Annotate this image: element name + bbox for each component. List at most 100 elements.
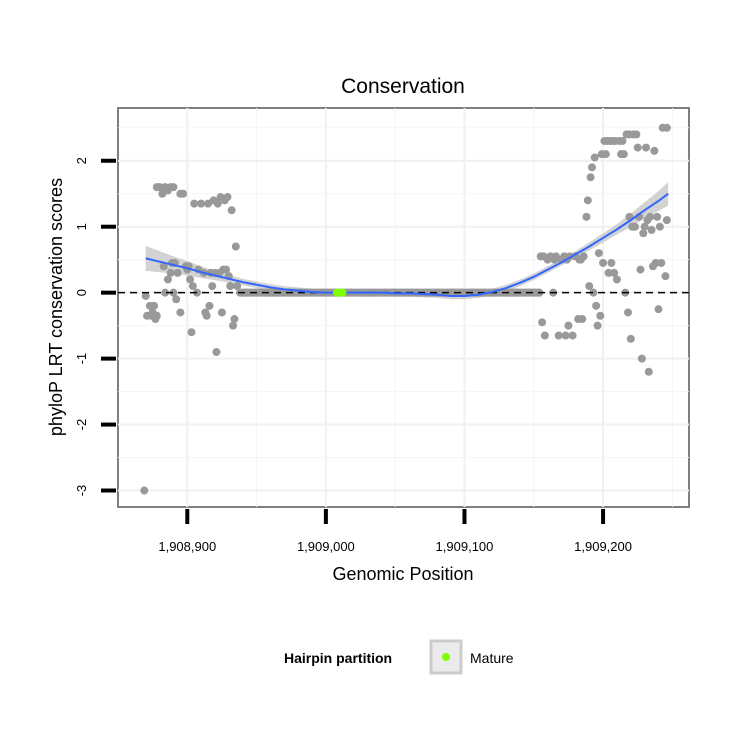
- data-point: [169, 183, 178, 192]
- x-tick-label: 1,909,200: [574, 539, 632, 554]
- data-point: [644, 367, 653, 376]
- data-point: [592, 301, 601, 310]
- data-point: [607, 258, 616, 267]
- data-point: [599, 258, 608, 267]
- x-axis-title: Genomic Position: [332, 564, 473, 584]
- data-point: [640, 222, 649, 231]
- data-point: [657, 258, 666, 267]
- data-point: [661, 272, 670, 281]
- y-tick-label: -2: [74, 419, 89, 431]
- data-point: [601, 150, 610, 159]
- data-point: [197, 199, 206, 208]
- y-axis-title: phyloP LRT conservation scores: [46, 178, 66, 436]
- legend-title: Hairpin partition: [284, 650, 392, 666]
- data-point: [227, 206, 236, 215]
- data-point: [188, 282, 197, 291]
- data-point: [208, 282, 217, 291]
- data-point: [662, 216, 671, 225]
- data-point: [213, 199, 222, 208]
- mature-points: [332, 288, 347, 297]
- data-point: [179, 189, 188, 198]
- x-tick-label: 1,909,100: [436, 539, 494, 554]
- data-point: [626, 334, 635, 343]
- data-point: [630, 222, 639, 231]
- data-point: [457, 288, 466, 297]
- data-point: [654, 305, 663, 314]
- data-point: [655, 222, 664, 231]
- legend-mature-dot: [442, 653, 450, 661]
- data-point: [653, 212, 662, 221]
- data-point: [163, 275, 172, 284]
- data-point: [636, 265, 645, 274]
- chart-title: Conservation: [341, 75, 465, 98]
- data-point: [190, 199, 199, 208]
- data-point: [633, 143, 642, 152]
- grid-lines: [118, 108, 689, 507]
- data-point: [241, 288, 250, 297]
- data-point: [589, 288, 598, 297]
- data-point: [229, 321, 238, 330]
- data-point: [604, 268, 613, 277]
- y-tick-label: -3: [74, 485, 89, 497]
- legend-label-mature: Mature: [470, 650, 514, 666]
- data-point: [662, 123, 671, 132]
- mature-point: [338, 288, 347, 297]
- data-point: [642, 143, 651, 152]
- data-point: [173, 268, 182, 277]
- data-point: [186, 275, 195, 284]
- data-point: [568, 331, 577, 340]
- data-point: [624, 308, 633, 317]
- data-point: [585, 282, 594, 291]
- data-point: [561, 331, 570, 340]
- y-tick-label: 0: [74, 289, 89, 296]
- data-point: [587, 163, 596, 172]
- data-point: [155, 183, 164, 192]
- y-tick-label: 2: [74, 157, 89, 164]
- data-point: [222, 265, 231, 274]
- data-point: [540, 331, 549, 340]
- data-point: [230, 315, 239, 324]
- data-point: [564, 321, 573, 330]
- legend: Hairpin partition Mature: [284, 639, 514, 675]
- data-point: [583, 196, 592, 205]
- data-point: [166, 268, 175, 277]
- data-point: [593, 321, 602, 330]
- data-point: [554, 331, 563, 340]
- data-point: [612, 275, 621, 284]
- data-point: [141, 291, 150, 300]
- data-point: [205, 301, 214, 310]
- data-point: [637, 354, 646, 363]
- y-axis: -3 -2 -1 0 1 2: [74, 157, 116, 496]
- data-point: [212, 348, 221, 357]
- data-point: [596, 311, 605, 320]
- data-point: [176, 308, 185, 317]
- data-point: [169, 288, 178, 297]
- x-axis: 1,908,900 1,909,000 1,909,100 1,909,200: [158, 509, 632, 554]
- x-tick-label: 1,909,000: [297, 539, 355, 554]
- data-point: [590, 153, 599, 162]
- data-point: [618, 136, 627, 145]
- data-point: [161, 288, 170, 297]
- data-point: [223, 193, 232, 202]
- data-point: [226, 282, 235, 291]
- smooth-line: [145, 192, 669, 297]
- data-point: [639, 229, 648, 238]
- data-point: [140, 486, 149, 495]
- data-point: [651, 258, 660, 267]
- data-point: [538, 318, 547, 327]
- data-point: [159, 262, 168, 271]
- smooth-trend-line: [145, 192, 669, 297]
- data-point: [446, 288, 455, 297]
- x-tick-label: 1,908,900: [158, 539, 216, 554]
- data-point: [578, 315, 587, 324]
- data-point: [594, 249, 603, 258]
- data-point: [187, 328, 196, 337]
- data-point: [579, 252, 588, 261]
- data-point: [172, 295, 181, 304]
- data-point: [586, 173, 595, 182]
- data-point: [646, 212, 655, 221]
- data-point: [202, 311, 211, 320]
- data-point: [152, 311, 161, 320]
- data-point: [610, 268, 619, 277]
